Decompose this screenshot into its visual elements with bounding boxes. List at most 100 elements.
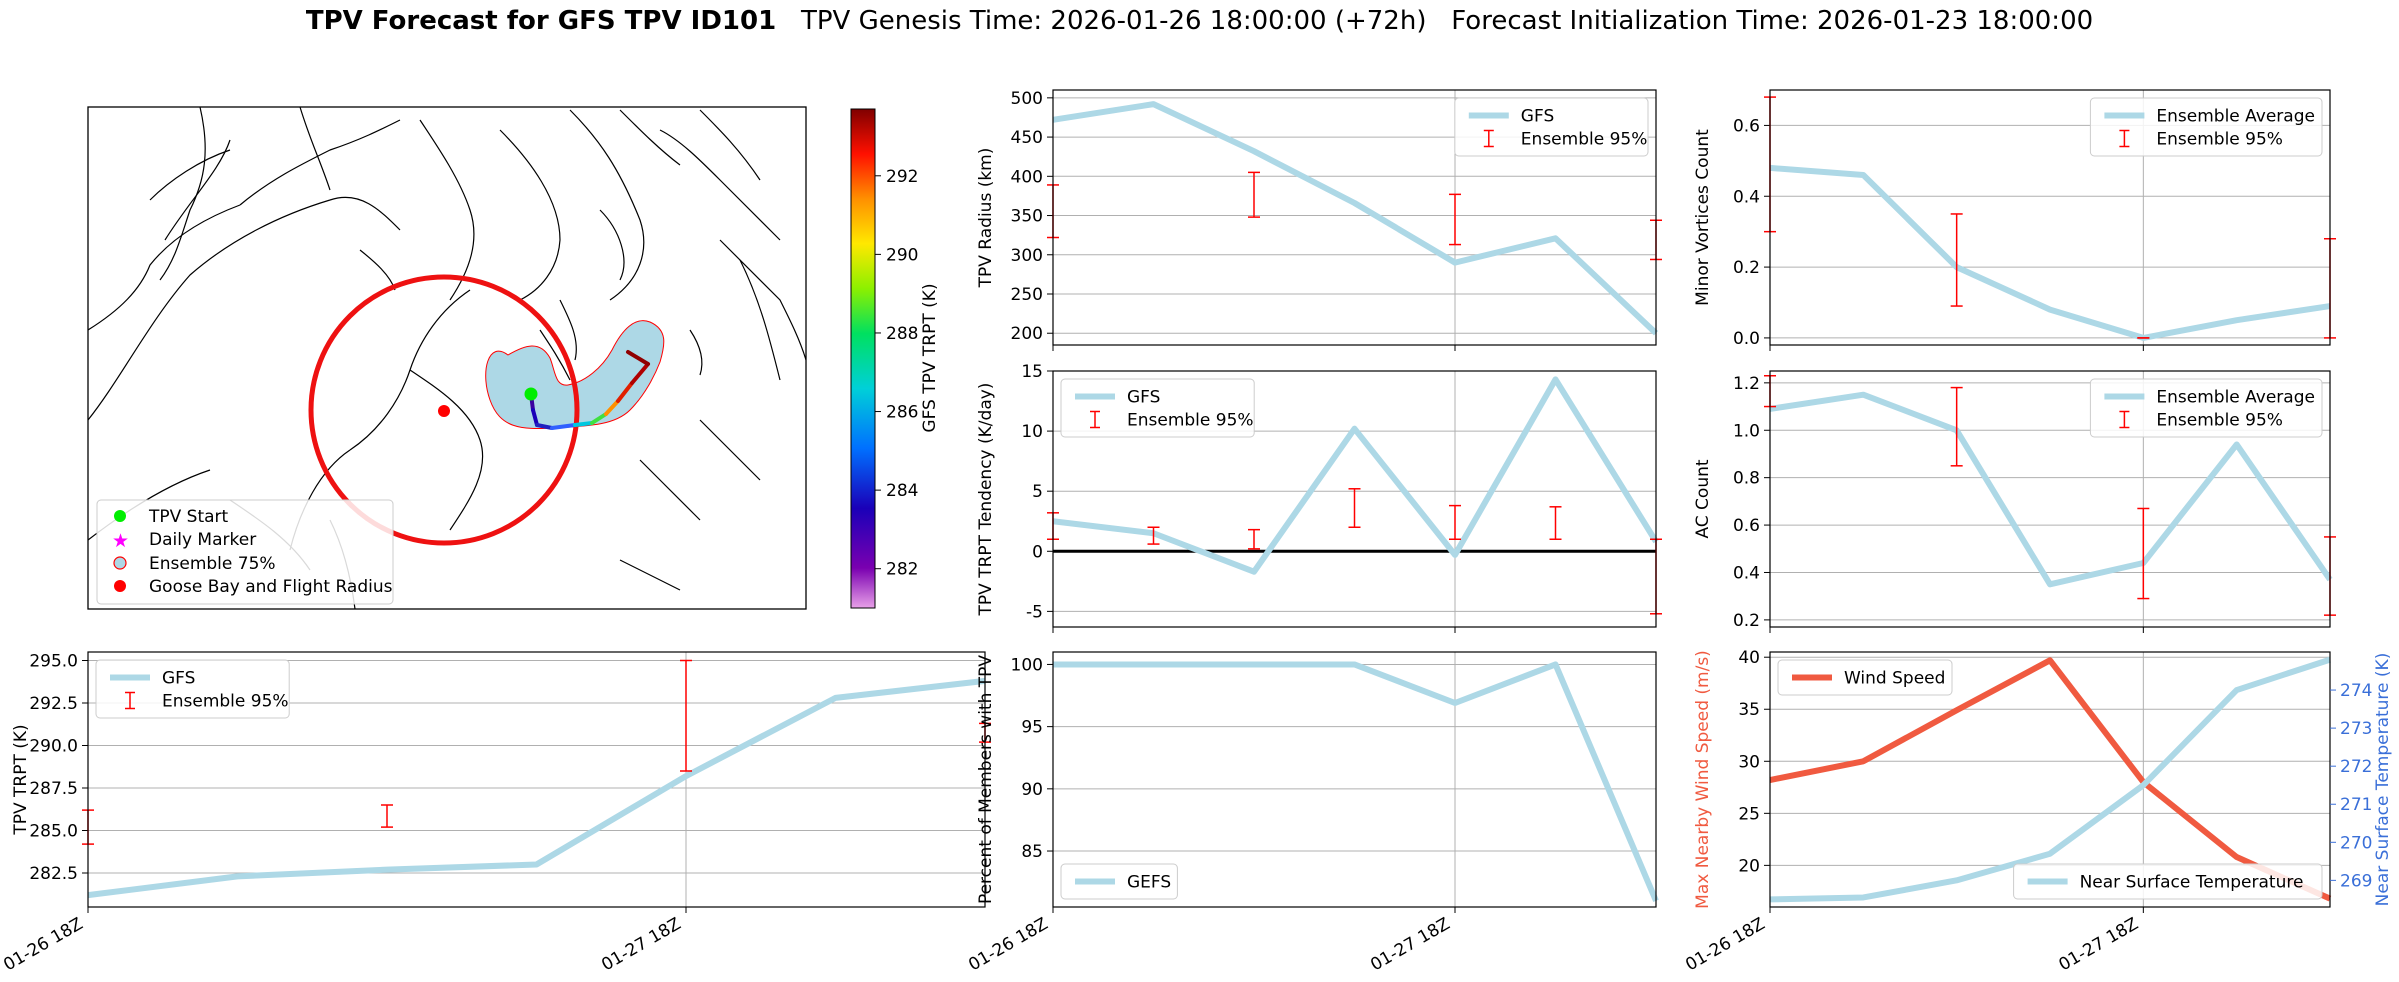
legend-label: Near Surface Temperature xyxy=(2080,873,2304,893)
x-tick-label: 01-27 18Z xyxy=(1367,914,1453,975)
chart-legend: GEFS xyxy=(1060,863,1178,900)
y-tick-label: 1.2 xyxy=(1733,374,1760,394)
x-tick-label: 01-27 18Z xyxy=(598,914,684,975)
y-axis-label: Minor Vortices Count xyxy=(1693,129,1713,306)
y-tick-label: 282.5 xyxy=(29,864,78,884)
chart-legend: Ensemble Average Ensemble 95% xyxy=(2089,97,2323,157)
series-line xyxy=(1769,656,2331,903)
y2-tick-label: 270 xyxy=(2340,833,2372,853)
y-axis-label: Percent of Members with TPV xyxy=(976,655,996,904)
flight-radius-circle xyxy=(308,274,580,546)
title-init: Forecast Initialization Time: 2026-01-23… xyxy=(1451,6,2094,36)
coastlines xyxy=(88,107,806,609)
tpv-start-marker xyxy=(524,387,538,401)
legend-label: GFS xyxy=(1521,107,1554,127)
y-tick-label: 0.4 xyxy=(1733,563,1760,583)
title-main: TPV Forecast for GFS TPV ID101 xyxy=(305,6,777,36)
y-tick-label: 90 xyxy=(1021,780,1043,800)
y2-axis-label: Near Surface Temperature (K) xyxy=(2373,653,2393,907)
legend-ensemble-marker xyxy=(113,556,127,570)
plot-frame xyxy=(1769,370,2331,628)
series-line xyxy=(1052,101,1659,336)
y-tick-label: 400 xyxy=(1011,167,1043,187)
colorbar-ticks: 282 284 286 288 290 292 xyxy=(875,167,918,580)
y-tick-label: 95 xyxy=(1021,718,1043,738)
chart-legend: GFS Ensemble 95% xyxy=(1060,378,1255,438)
colorbar-tick-label: 290 xyxy=(886,245,918,265)
y-tick-label: 287.5 xyxy=(29,779,78,799)
y-tick-label: 0.6 xyxy=(1733,516,1760,536)
colorbar: 282 284 286 288 290 292 GFS TPV TRPT (K) xyxy=(850,108,940,609)
legend-tpv-start-marker xyxy=(114,510,126,522)
y-axis-label: TPV TRPT (K) xyxy=(11,724,31,835)
y2-tick-label: 274 xyxy=(2340,681,2372,701)
legend-label: Ensemble 95% xyxy=(2156,411,2283,431)
colorbar-tick-label: 292 xyxy=(886,167,918,187)
y-tick-label: 0.8 xyxy=(1733,469,1760,489)
y-tick-label: 450 xyxy=(1011,128,1043,148)
y-tick-label: 5 xyxy=(1032,482,1043,502)
chart-ac: 0.2 0.4 0.6 0.8 1.0 1.2 AC Count Ensemble Avera… xyxy=(1693,370,2336,633)
legend-tpv-start-label: TPV Start xyxy=(148,507,229,527)
y-axis-label: TPV Radius (km) xyxy=(976,148,996,289)
plot-frame xyxy=(1052,89,1657,346)
plot-frame xyxy=(1052,651,1657,908)
y-axis-label: AC Count xyxy=(1693,459,1713,538)
legend-label: Ensemble 95% xyxy=(1127,411,1254,431)
series-line xyxy=(1769,164,2331,341)
colorbar-tick-label: 288 xyxy=(886,324,918,344)
chart-legend: Wind Speed xyxy=(1777,659,1953,696)
x-tick-label: 01-27 18Z xyxy=(2056,914,2142,975)
x-tick-label: 01-26 18Z xyxy=(965,914,1051,975)
y-tick-label: 290.0 xyxy=(29,737,78,757)
tpv-track xyxy=(529,350,650,430)
y-tick-label: 250 xyxy=(1011,285,1043,305)
x-tick-label: 01-26 18Z xyxy=(1682,914,1768,975)
colorbar-tick-label: 284 xyxy=(886,481,918,501)
y-tick-label: 25 xyxy=(1738,804,1760,824)
y-axis-label: TPV TRPT Tendency (K/day) xyxy=(976,383,996,617)
y-tick-label: 35 xyxy=(1738,700,1760,720)
y-tick-label: 0.6 xyxy=(1733,116,1760,136)
legend-box xyxy=(1777,659,1953,696)
colorbar-tick-label: 286 xyxy=(886,403,918,423)
chart-legend: Near Surface Temperature xyxy=(2013,863,2323,900)
series-line xyxy=(87,677,986,899)
legend-ensemble-label: Ensemble 75% xyxy=(149,554,276,574)
y-tick-label: 350 xyxy=(1011,207,1043,227)
legend-goose-bay-marker xyxy=(114,580,126,592)
y2-tick-label: 273 xyxy=(2340,719,2372,739)
legend-label: Ensemble 95% xyxy=(1521,130,1648,150)
chart-trpt: 282.5 285.0 287.5 290.0 292.5 295.0 01-26 18Z 0… xyxy=(0,651,991,975)
legend-label: GEFS xyxy=(1127,873,1171,893)
y-tick-label: 10 xyxy=(1021,422,1043,442)
y-tick-label: 0 xyxy=(1032,542,1043,562)
y-tick-label: 100 xyxy=(1011,655,1043,675)
y2-tick-label: 269 xyxy=(2340,871,2372,891)
chart-legend: GFS Ensemble 95% xyxy=(1454,97,1649,157)
y-tick-label: 85 xyxy=(1021,842,1043,862)
legend-daily-marker-icon: ★ xyxy=(112,530,129,552)
legend-label: Ensemble Average xyxy=(2156,388,2315,408)
legend-label: Ensemble Average xyxy=(2156,107,2315,127)
figure-title: TPV Forecast for GFS TPV ID101 TPV Genes… xyxy=(0,6,2399,36)
y-tick-label: 292.5 xyxy=(29,694,78,714)
plot-frame xyxy=(87,651,986,908)
title-genesis: TPV Genesis Time: 2026-01-26 18:00:00 (+… xyxy=(800,6,1427,36)
legend-box xyxy=(2013,863,2323,900)
legend-label: GFS xyxy=(1127,388,1160,408)
legend-label: Ensemble 95% xyxy=(2156,130,2283,150)
legend-daily-marker-label: Daily Marker xyxy=(149,530,256,550)
map-legend: TPV Start ★ Daily Marker Ensemble 75% Go… xyxy=(96,499,394,605)
colorbar-tick-label: 282 xyxy=(886,560,918,580)
y2-tick-label: 271 xyxy=(2340,795,2372,815)
y-tick-label: -5 xyxy=(1026,602,1043,622)
map-panel: TPV Start ★ Daily Marker Ensemble 75% Go… xyxy=(87,106,807,610)
legend-box xyxy=(2089,378,2323,438)
series-line xyxy=(1769,391,2333,588)
chart-radius: 200 250 300 350 400 450 500 TPV Radius (km) GFS E… xyxy=(976,89,1662,351)
series-line xyxy=(1053,661,1659,902)
legend-box xyxy=(1060,863,1178,900)
plot-frame xyxy=(1769,651,2331,908)
